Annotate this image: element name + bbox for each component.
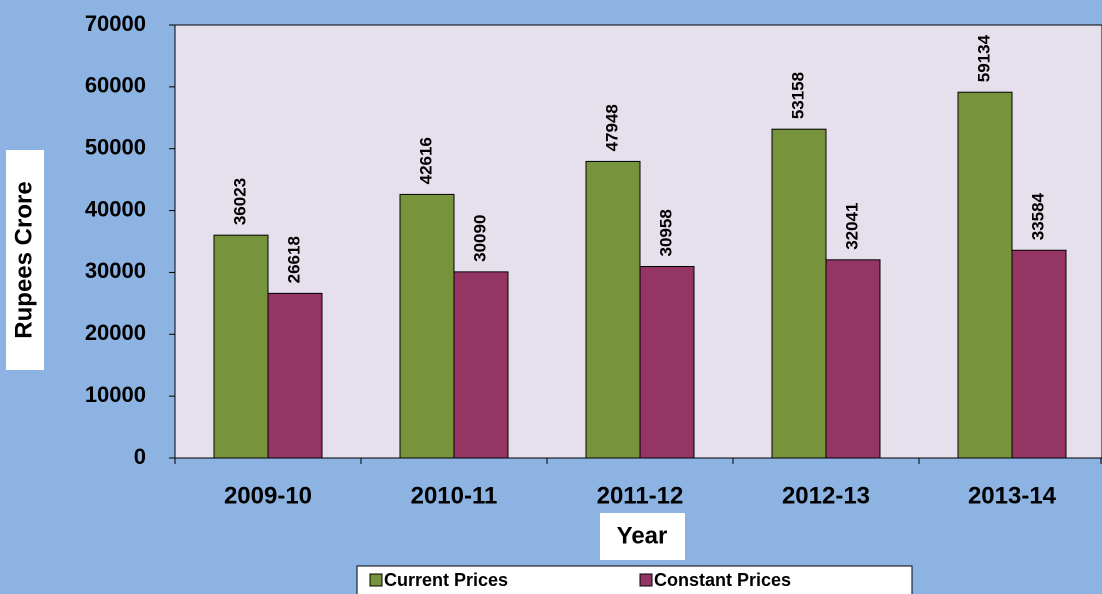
data-label: 30090: [470, 215, 489, 262]
bar: [585, 160, 641, 459]
bar: [639, 266, 695, 459]
data-label: 33584: [1028, 192, 1047, 240]
x-tick-label: 2013-14: [968, 482, 1057, 509]
bar: [1011, 249, 1067, 459]
y-tick-label: 20000: [85, 320, 146, 345]
legend-swatch: [369, 573, 383, 587]
x-tick-label: 2011-12: [597, 482, 684, 509]
data-label: 47948: [602, 104, 621, 151]
x-tick-label: 2012-13: [782, 482, 870, 509]
data-label: 59134: [974, 34, 993, 82]
legend-swatch: [639, 573, 653, 587]
bar: [957, 91, 1013, 459]
bar: [213, 234, 269, 459]
data-label: 30958: [656, 209, 675, 256]
bar: [771, 128, 827, 459]
legend-label: Constant Prices: [654, 570, 791, 590]
bar: [399, 193, 455, 459]
y-tick-label: 10000: [85, 382, 146, 407]
y-tick-label: 30000: [85, 258, 146, 283]
y-tick-label: 0: [134, 444, 146, 469]
x-tick-label: 2010-11: [411, 482, 498, 509]
data-label: 26618: [284, 236, 303, 283]
data-label: 32041: [842, 203, 861, 250]
bar: [453, 271, 509, 459]
y-axis-label-box: [6, 150, 44, 370]
x-axis-label-box: [600, 513, 685, 560]
y-tick-label: 40000: [85, 196, 146, 221]
y-tick-label: 60000: [85, 73, 146, 98]
y-tick-label: 50000: [85, 135, 146, 160]
bar: [825, 259, 881, 459]
x-tick-label: 2009-10: [224, 482, 312, 509]
y-tick-label: 70000: [85, 11, 146, 36]
legend: [356, 565, 913, 594]
data-label: 42616: [416, 137, 435, 184]
x-axis-label: Year: [617, 522, 668, 549]
data-label: 36023: [230, 178, 249, 225]
legend-label: Current Prices: [384, 570, 508, 590]
y-axis-label: Rupees Crore: [10, 181, 37, 338]
data-label: 53158: [788, 72, 807, 119]
bar: [267, 292, 323, 459]
